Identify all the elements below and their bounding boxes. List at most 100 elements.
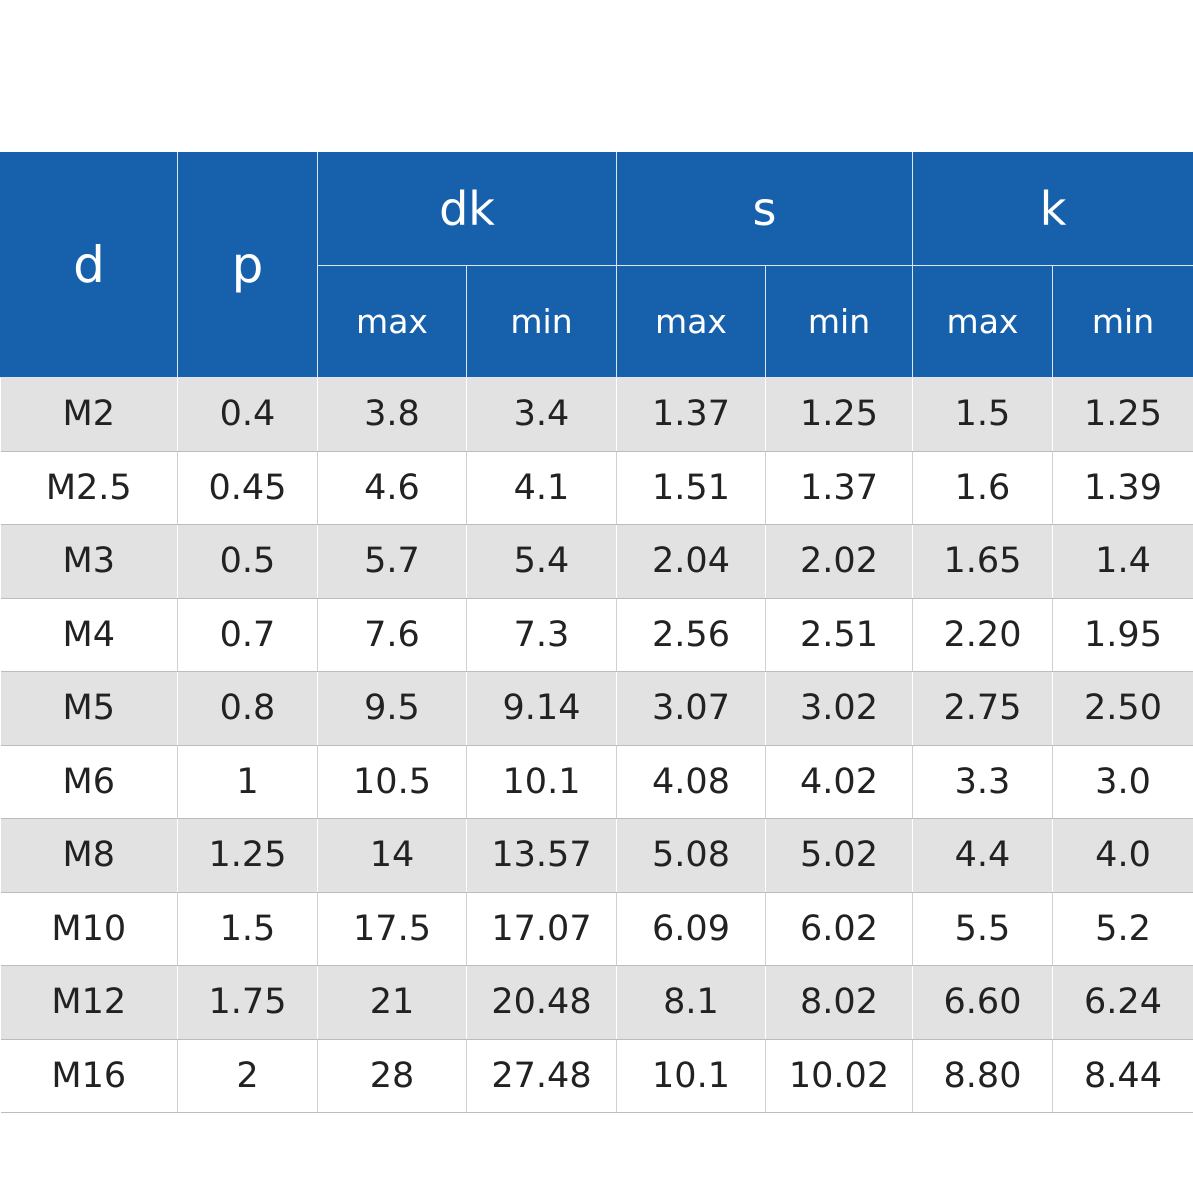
header-dk: dk <box>317 152 617 266</box>
cell-dk-min: 20.48 <box>466 965 617 1040</box>
header-dk-min: min <box>466 265 617 378</box>
cell-p: 1.75 <box>177 965 318 1040</box>
cell-s-max: 4.08 <box>616 745 766 819</box>
cell-d: M10 <box>0 892 178 966</box>
cell-k-max: 5.5 <box>912 892 1053 966</box>
cell-k-min: 6.24 <box>1052 965 1193 1040</box>
cell-k-min: 2.50 <box>1052 671 1193 746</box>
cell-p: 1 <box>177 745 318 819</box>
table-row: M2.5 0.45 4.6 4.1 1.51 1.37 1.6 1.39 <box>0 451 1193 525</box>
cell-dk-max: 10.5 <box>317 745 467 819</box>
cell-dk-max: 7.6 <box>317 598 467 672</box>
cell-k-max: 3.3 <box>912 745 1053 819</box>
cell-k-min: 3.0 <box>1052 745 1193 819</box>
cell-dk-min: 27.48 <box>466 1039 617 1113</box>
cell-p: 1.25 <box>177 818 318 893</box>
cell-k-min: 1.39 <box>1052 451 1193 525</box>
cell-s-min: 8.02 <box>765 965 913 1040</box>
header-s-max: max <box>616 265 766 378</box>
cell-k-max: 1.6 <box>912 451 1053 525</box>
cell-dk-min: 17.07 <box>466 892 617 966</box>
cell-k-min: 8.44 <box>1052 1039 1193 1113</box>
header-k-max: max <box>912 265 1053 378</box>
cell-dk-min: 5.4 <box>466 524 617 599</box>
cell-dk-min: 13.57 <box>466 818 617 893</box>
cell-s-max: 1.37 <box>616 377 766 452</box>
cell-s-min: 1.37 <box>765 451 913 525</box>
cell-s-min: 2.51 <box>765 598 913 672</box>
cell-dk-max: 14 <box>317 818 467 893</box>
cell-d: M16 <box>0 1039 178 1113</box>
cell-s-max: 2.56 <box>616 598 766 672</box>
cell-d: M3 <box>0 524 178 599</box>
cell-p: 1.5 <box>177 892 318 966</box>
cell-p: 0.45 <box>177 451 318 525</box>
cell-dk-min: 3.4 <box>466 377 617 452</box>
cell-s-min: 6.02 <box>765 892 913 966</box>
cell-k-max: 1.5 <box>912 377 1053 452</box>
cell-s-max: 2.04 <box>616 524 766 599</box>
table-row: M16 2 28 27.48 10.1 10.02 8.80 8.44 <box>0 1039 1193 1113</box>
header-k: k <box>911 152 1193 266</box>
cell-s-min: 3.02 <box>765 671 913 746</box>
cell-p: 0.4 <box>177 377 318 452</box>
cell-k-max: 8.80 <box>912 1039 1053 1113</box>
cell-k-max: 1.65 <box>912 524 1053 599</box>
cell-k-min: 1.95 <box>1052 598 1193 672</box>
cell-d: M2 <box>0 377 178 452</box>
cell-p: 0.5 <box>177 524 318 599</box>
dimension-table: d p dk s k max min max min max min M2 0.4… <box>0 152 1193 1113</box>
cell-s-max: 5.08 <box>616 818 766 893</box>
cell-k-max: 6.60 <box>912 965 1053 1040</box>
cell-s-max: 3.07 <box>616 671 766 746</box>
table-row: M3 0.5 5.7 5.4 2.04 2.02 1.65 1.4 <box>0 524 1193 599</box>
cell-s-min: 4.02 <box>765 745 913 819</box>
cell-s-max: 6.09 <box>616 892 766 966</box>
cell-d: M2.5 <box>0 451 178 525</box>
cell-d: M5 <box>0 671 178 746</box>
cell-dk-max: 4.6 <box>317 451 467 525</box>
cell-dk-min: 9.14 <box>466 671 617 746</box>
table-row: M5 0.8 9.5 9.14 3.07 3.02 2.75 2.50 <box>0 671 1193 746</box>
table-row: M10 1.5 17.5 17.07 6.09 6.02 5.5 5.2 <box>0 892 1193 966</box>
cell-dk-max: 9.5 <box>317 671 467 746</box>
cell-dk-min: 10.1 <box>466 745 617 819</box>
cell-d: M8 <box>0 818 178 893</box>
header-dk-max: max <box>317 265 467 378</box>
cell-d: M6 <box>0 745 178 819</box>
cell-dk-max: 17.5 <box>317 892 467 966</box>
cell-k-min: 4.0 <box>1052 818 1193 893</box>
table-body: M2 0.4 3.8 3.4 1.37 1.25 1.5 1.25 M2.5 0.45 4.6 4.1… <box>0 377 1193 1113</box>
cell-dk-min: 4.1 <box>466 451 617 525</box>
table-header: d p dk s k max min max min max min <box>0 152 1193 378</box>
cell-dk-max: 28 <box>317 1039 467 1113</box>
cell-p: 0.8 <box>177 671 318 746</box>
cell-s-max: 1.51 <box>616 451 766 525</box>
cell-dk-min: 7.3 <box>466 598 617 672</box>
table-row: M8 1.25 14 13.57 5.08 5.02 4.4 4.0 <box>0 818 1193 893</box>
cell-k-min: 1.25 <box>1052 377 1193 452</box>
cell-k-max: 2.20 <box>912 598 1053 672</box>
cell-dk-max: 21 <box>317 965 467 1040</box>
header-s: s <box>616 152 913 266</box>
table-row: M4 0.7 7.6 7.3 2.56 2.51 2.20 1.95 <box>0 598 1193 672</box>
cell-s-min: 1.25 <box>765 377 913 452</box>
cell-dk-max: 3.8 <box>317 377 467 452</box>
cell-s-min: 2.02 <box>765 524 913 599</box>
header-p: p <box>177 152 318 378</box>
cell-k-min: 5.2 <box>1052 892 1193 966</box>
cell-k-max: 2.75 <box>912 671 1053 746</box>
cell-dk-max: 5.7 <box>317 524 467 599</box>
header-d: d <box>0 152 178 378</box>
cell-k-max: 4.4 <box>912 818 1053 893</box>
table-row: M6 1 10.5 10.1 4.08 4.02 3.3 3.0 <box>0 745 1193 819</box>
cell-s-max: 10.1 <box>616 1039 766 1113</box>
header-s-min: min <box>765 265 913 378</box>
cell-s-min: 5.02 <box>765 818 913 893</box>
cell-p: 0.7 <box>177 598 318 672</box>
cell-k-min: 1.4 <box>1052 524 1193 599</box>
table-row: M12 1.75 21 20.48 8.1 8.02 6.60 6.24 <box>0 965 1193 1040</box>
table-row: M2 0.4 3.8 3.4 1.37 1.25 1.5 1.25 <box>0 377 1193 452</box>
cell-s-max: 8.1 <box>616 965 766 1040</box>
cell-p: 2 <box>177 1039 318 1113</box>
